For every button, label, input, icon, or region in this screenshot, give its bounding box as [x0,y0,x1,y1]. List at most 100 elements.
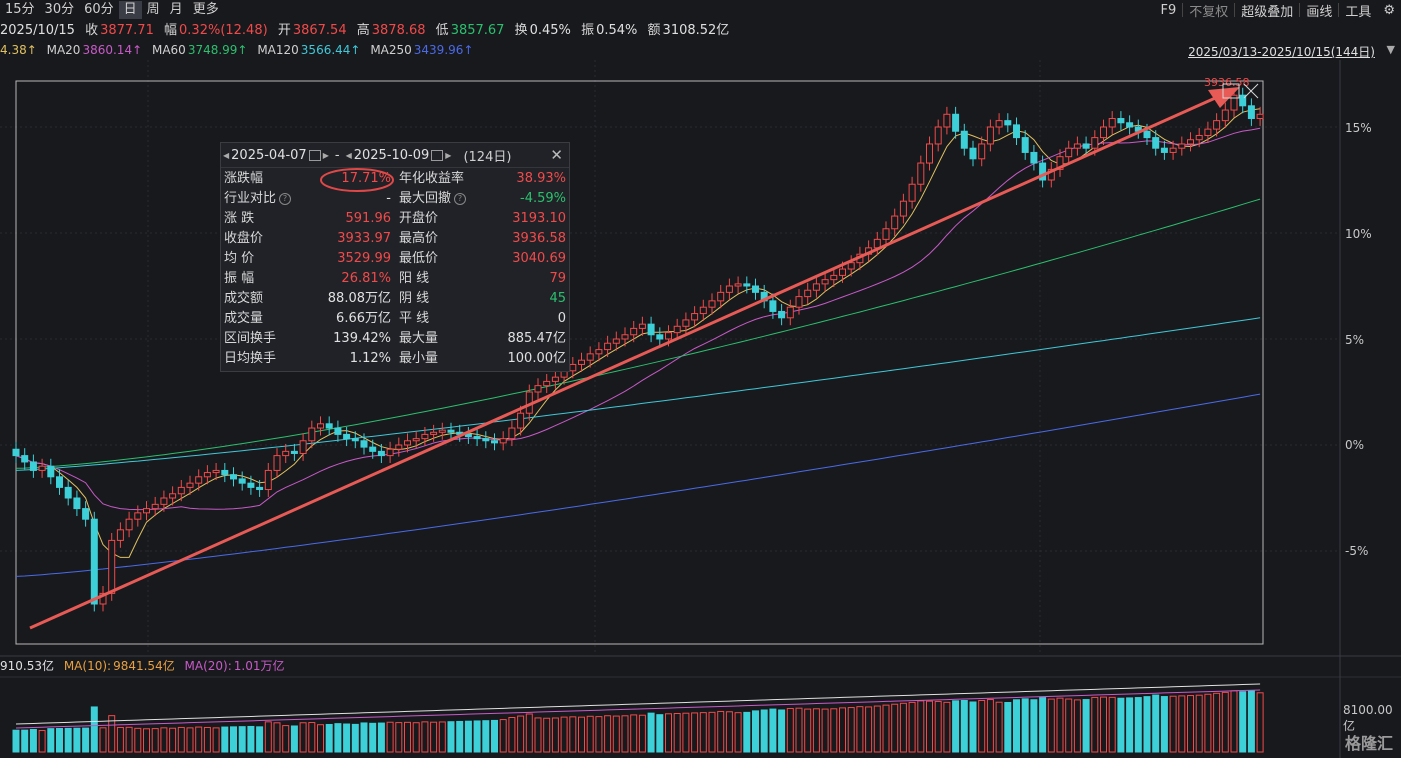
stat-value: 3936.58 [512,231,566,246]
stat-label: 最高价 [399,231,439,246]
volume-bar [90,706,98,753]
end-date: 2025-10-09 [353,147,430,163]
candle [969,147,977,160]
stat-value: 3933.97 [337,231,391,246]
volume-bar [1204,693,1212,753]
volume-bar [891,703,899,753]
close-icon [1243,83,1259,99]
candle [630,327,638,336]
volume-bar [569,716,577,753]
next-arrow-icon[interactable]: ▶ [445,150,452,160]
candle [691,313,699,321]
candle [612,338,620,344]
f9-button[interactable]: F9 [1160,2,1177,18]
stat-label: 最大回撤? [399,189,467,209]
candle [1100,126,1107,139]
settings-icon[interactable]: ⚙ [1383,2,1395,18]
volume-bar [203,726,211,753]
close-icon[interactable]: ✕ [550,146,563,164]
super-overlay-button[interactable]: 超级叠加 [1241,4,1294,20]
candle [343,433,351,440]
volume-bar [499,719,507,753]
volume-bar [1160,696,1168,753]
period-15min[interactable]: 15分 [5,2,35,17]
high-label: 高 [356,23,370,38]
volume-bar [230,726,237,753]
stat-value: 38.93% [516,171,566,186]
candle [1082,143,1090,149]
candle [1195,134,1203,141]
candle [926,143,933,164]
volume-bar [795,707,803,753]
candle [160,497,168,505]
stat-label: 最小量 [399,351,439,366]
amplitude-label: 振 [581,23,595,38]
open-value: 3867.54 [292,23,347,38]
candle [430,431,438,435]
stats-row: 涨跌幅 17.71% 年化收益率 38.93% [221,169,569,189]
volume-bar [1004,701,1012,753]
period-60min[interactable]: 60分 [84,2,114,17]
candle [290,450,298,454]
no-adjust-button[interactable]: 不复权 [1189,4,1229,20]
candle [264,469,272,491]
divider [1234,3,1236,17]
prev-arrow-icon[interactable]: ◀ [345,150,352,160]
period-month[interactable]: 月 [169,2,183,17]
calendar-icon[interactable] [308,149,321,161]
period-week[interactable]: 周 [146,2,160,17]
start-date-field[interactable]: 2025-04-07 [231,146,321,164]
candle [195,476,203,484]
ma120-line [15,317,1261,471]
candle [769,300,777,312]
volume-bar [604,715,612,753]
volume-bar [734,712,742,753]
candle [1256,113,1264,120]
period-more[interactable]: 更多 [192,2,219,17]
calendar-icon[interactable] [431,149,444,161]
high-value: 3878.68 [371,23,426,38]
period-day[interactable]: 日 [118,1,142,19]
volume-bar [273,722,281,753]
grid-lines [0,60,1401,678]
volume-bar [325,723,333,753]
candle [499,438,507,444]
open-label: 开 [277,23,291,38]
end-date-field[interactable]: 2025-10-09 [354,146,444,164]
candle [90,518,98,605]
stat-label: 行业对比? [224,189,292,209]
volume-bar [786,707,794,753]
amplitude-value: 0.54% [596,23,638,38]
date-range-link[interactable]: 2025/03/13-2025/10/15(144日) [1188,45,1375,59]
candle [673,325,681,334]
volume-bar [1195,694,1203,753]
volume-bar [630,714,638,753]
volume-bar [1039,697,1047,753]
volume-bar [525,713,533,753]
prev-arrow-icon[interactable]: ◀ [223,150,230,160]
volume-bar [612,715,620,753]
period-30min[interactable]: 30分 [44,2,75,17]
low-label: 低 [435,23,449,38]
volume-bar [534,717,542,753]
volume-bar [952,700,960,753]
chevron-down-icon[interactable]: ▼ [1386,43,1395,56]
ma60-value: 3748.99↑ [187,43,248,57]
stat-label: 开盘价 [399,211,439,226]
volume-bar [21,729,29,753]
amount-label: 额 [647,23,661,38]
ma250-label: MA250 [370,43,412,57]
tools-button[interactable]: 工具 [1345,4,1372,20]
ma120-value: 3566.44↑ [300,43,361,57]
volume-bar [421,721,429,753]
candle [1169,147,1177,153]
volume-bar [1021,698,1029,753]
volume-bar [969,701,977,753]
candle [1230,94,1238,111]
draw-line-button[interactable]: 画线 [1306,4,1333,20]
volume-bar [804,708,812,753]
vol-ma20-label: MA(20): [184,659,232,673]
volume-bars [12,683,1264,753]
next-arrow-icon[interactable]: ▶ [322,150,329,160]
